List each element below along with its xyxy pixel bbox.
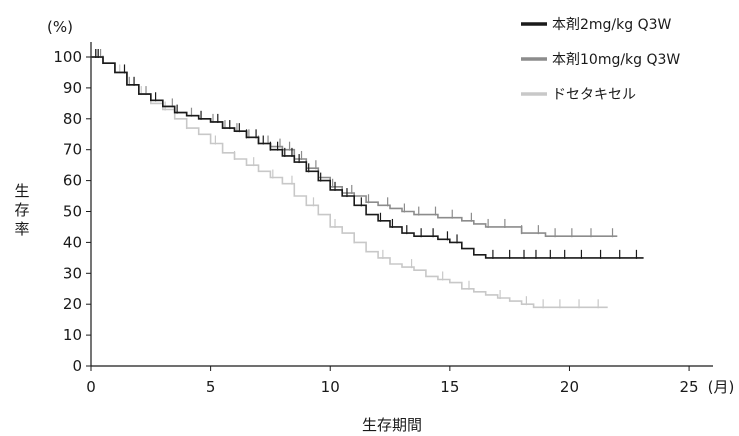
axes: 0 10 20 30 40 50 60 70 80 90 100 0 5 10 15 20 25 [53, 42, 713, 396]
y-tick-label: 40 [63, 233, 82, 251]
y-tick-label: 60 [63, 172, 82, 190]
x-tick-label: 20 [560, 378, 579, 396]
x-tick-label: 25 [680, 378, 699, 396]
series-line [91, 56, 618, 237]
y-tick-label: 90 [63, 79, 82, 97]
y-axis-title-char: 率 [14, 220, 29, 238]
y-axis-title-char: 存 [14, 201, 29, 219]
y-tick-label: 10 [63, 326, 82, 344]
series-line [91, 56, 644, 259]
curves [91, 49, 644, 309]
x-axis-unit: (月) [708, 378, 735, 396]
x-tick-label: 15 [440, 378, 459, 396]
y-axis-title-char: 生 [14, 182, 29, 200]
x-axis-title: 生存期間 [362, 416, 422, 434]
y-tick-label: 80 [63, 110, 82, 128]
series-1 [91, 49, 618, 238]
series-2 [91, 49, 608, 309]
series-0 [91, 49, 644, 259]
y-axis-unit: (%) [47, 18, 73, 36]
y-tick-label: 20 [63, 295, 82, 313]
y-tick-label: 70 [63, 141, 82, 159]
y-tick-label: 50 [63, 203, 82, 221]
y-tick-label: 0 [72, 357, 82, 375]
legend-label: 本剤10mg/kg Q3W [552, 52, 680, 68]
legend: 本剤2mg/kg Q3W 本剤10mg/kg Q3W ドセタキセル [521, 17, 680, 103]
legend-label: ドセタキセル [552, 87, 636, 103]
x-tick-label: 10 [321, 378, 340, 396]
y-tick-label: 30 [63, 264, 82, 282]
y-axis-title: 生存率 [14, 182, 29, 238]
x-tick-label: 0 [86, 378, 96, 396]
y-tick-label: 100 [53, 48, 82, 66]
x-tick-label: 5 [206, 378, 216, 396]
legend-label: 本剤2mg/kg Q3W [552, 17, 672, 33]
